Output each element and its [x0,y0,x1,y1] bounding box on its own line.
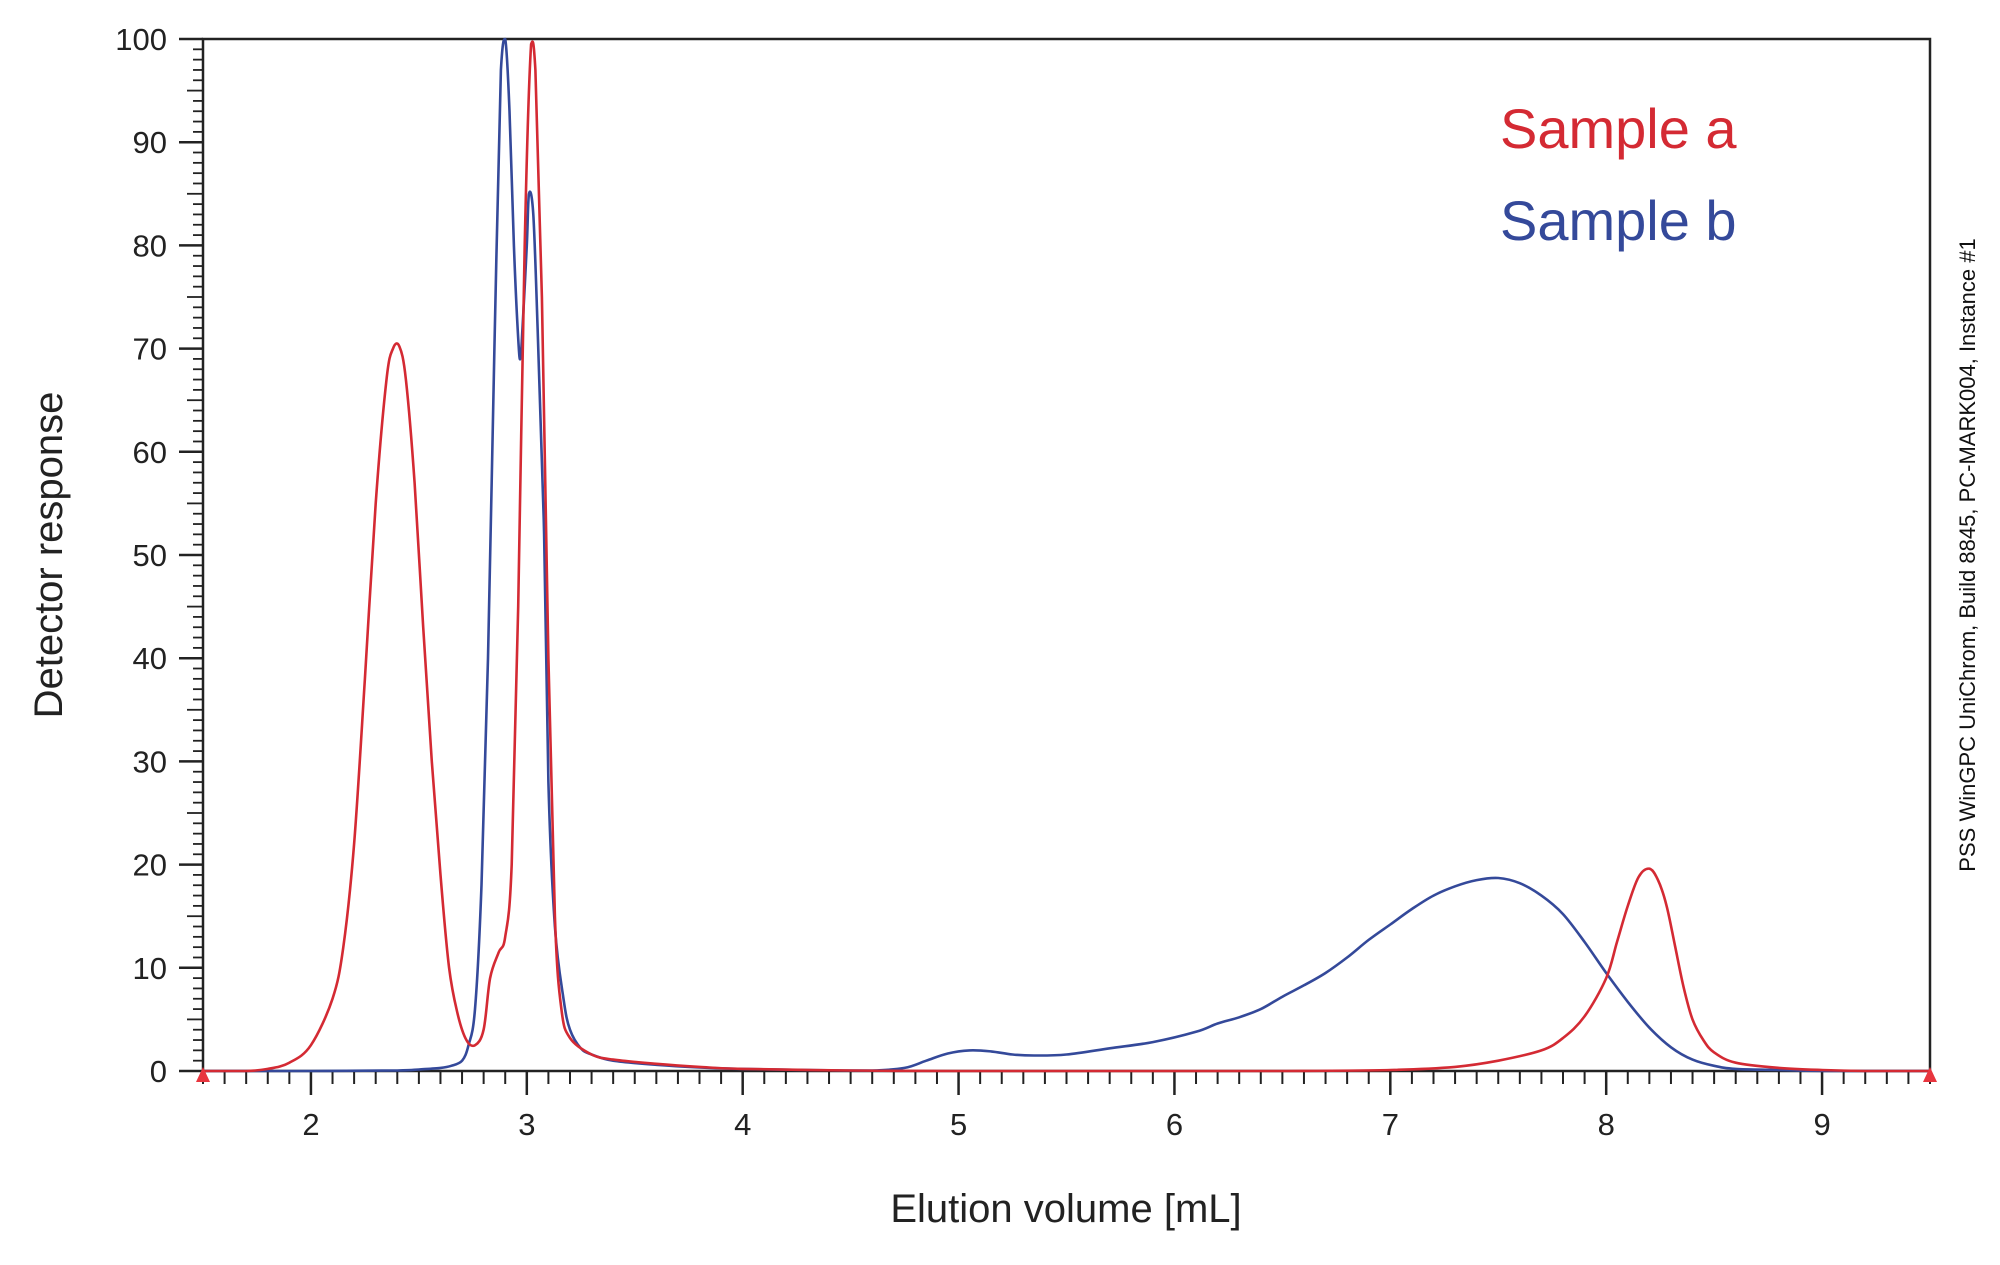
series-line-sample-a [203,40,1930,1073]
x-tick-label: 3 [518,1107,535,1142]
y-tick-label: 100 [115,22,167,57]
x-axis-title: Elution volume [mL] [890,1187,1241,1231]
y-tick-label: 20 [133,848,167,883]
legend-entry-sample-a: Sample a [1500,97,1737,160]
y-tick-label: 0 [150,1054,167,1089]
x-tick-label: 9 [1813,1107,1830,1142]
series-lines [203,37,1930,1073]
software-watermark: PSS WinGPC UniChrom, Build 8845, PC-MARK… [1955,238,1980,871]
x-tick-label: 7 [1382,1107,1399,1142]
y-tick-label: 10 [133,951,167,986]
y-tick-label: 90 [133,125,167,160]
y-tick-label: 70 [133,332,167,367]
y-tick-label: 50 [133,538,167,573]
x-tick-label: 2 [302,1107,319,1142]
x-tick-label: 6 [1166,1107,1183,1142]
y-axis-title: Detector response [27,392,71,719]
x-start-marker-icon [196,1067,210,1082]
y-tick-label: 30 [133,744,167,779]
y-tick-label: 60 [133,435,167,470]
y-tick-label: 40 [133,641,167,676]
x-tick-label: 5 [950,1107,967,1142]
x-tick-label: 4 [734,1107,751,1142]
axis-ticks [179,37,1931,1095]
y-tick-label: 80 [133,228,167,263]
x-tick-label: 8 [1598,1107,1615,1142]
legend-entry-sample-b: Sample b [1500,189,1737,252]
x-end-marker-icon [1923,1067,1937,1082]
